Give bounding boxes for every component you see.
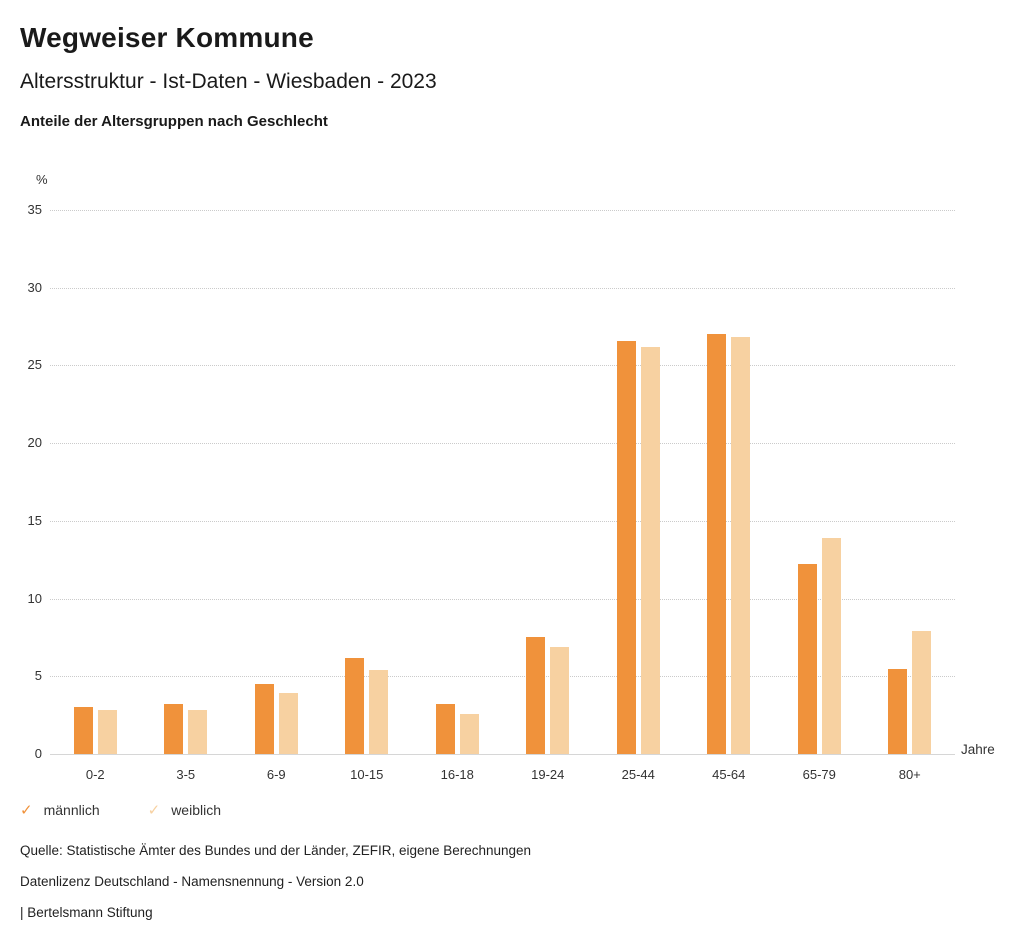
bar-weiblich-6-9[interactable] xyxy=(278,693,298,754)
bar-weiblich-0-2[interactable] xyxy=(97,710,117,754)
x-tick-45-64: 45-64 xyxy=(712,767,746,782)
bar-männlich-3-5[interactable] xyxy=(164,704,184,754)
footer: Quelle: Statistische Ämter des Bundes un… xyxy=(20,843,531,936)
y-tick-5: 5 xyxy=(34,668,42,684)
check-icon-maennlich: ✓ xyxy=(20,802,33,819)
bar-weiblich-45-64[interactable] xyxy=(731,337,751,754)
x-axis-labels: 0-2 3-5 6-9 10-15 16-18 19-24 25-44 45-64 65-79 8… xyxy=(50,767,955,782)
bar-group-25-44 xyxy=(593,340,684,754)
license-text: Datenlizenz Deutschland - Namensnennung … xyxy=(20,874,364,889)
x-tick-19-24: 19-24 xyxy=(531,767,565,782)
bar-weiblich-80+[interactable] xyxy=(912,631,932,754)
y-tick-25: 25 xyxy=(27,357,42,373)
bar-weiblich-25-44[interactable] xyxy=(640,346,660,754)
x-tick-0-2: 0-2 xyxy=(85,767,105,782)
gridline-15 xyxy=(50,520,955,522)
bar-group-10-15 xyxy=(322,657,413,754)
bar-group-45-64 xyxy=(684,334,775,754)
bar-group-80+ xyxy=(865,631,956,754)
gridline-0 xyxy=(50,754,955,755)
bar-weiblich-10-15[interactable] xyxy=(369,670,389,754)
bar-männlich-19-24[interactable] xyxy=(526,637,546,754)
x-tick-3-5: 3-5 xyxy=(176,767,196,782)
gridline-35 xyxy=(50,210,955,211)
bar-group-19-24 xyxy=(503,637,594,754)
bar-männlich-80+[interactable] xyxy=(888,668,908,754)
y-axis-unit-label: % xyxy=(36,172,48,187)
x-axis-unit-label: Jahre xyxy=(961,742,995,757)
bar-group-6-9 xyxy=(231,684,322,754)
x-tick-80+: 80+ xyxy=(898,767,921,782)
bar-männlich-45-64[interactable] xyxy=(707,334,727,754)
chart-title: Anteile der Altersgruppen nach Geschlech… xyxy=(20,113,328,130)
chart: % 0 5 10 15 20 25 30 35 0-2 3-5 6-9 10-15 16-18 19-2… xyxy=(28,172,995,782)
legend-item-weiblich[interactable]: ✓ weiblich xyxy=(148,801,221,819)
bar-group-0-2 xyxy=(50,707,141,754)
x-tick-25-44: 25-44 xyxy=(621,767,655,782)
bar-weiblich-3-5[interactable] xyxy=(188,710,208,754)
bar-group-16-18 xyxy=(412,704,503,754)
gridline-30 xyxy=(50,287,955,289)
x-tick-16-18: 16-18 xyxy=(440,767,474,782)
legend-label-weiblich: weiblich xyxy=(171,802,221,818)
x-tick-10-15: 10-15 xyxy=(350,767,384,782)
gridline-5 xyxy=(50,676,955,678)
bar-männlich-16-18[interactable] xyxy=(435,704,455,754)
bar-männlich-25-44[interactable] xyxy=(616,340,636,754)
bar-group-3-5 xyxy=(141,704,232,754)
bar-weiblich-19-24[interactable] xyxy=(550,646,570,754)
gridline-10 xyxy=(50,598,955,600)
plot-area: 0 5 10 15 20 25 30 35 xyxy=(28,202,955,761)
bar-männlich-0-2[interactable] xyxy=(73,707,93,754)
y-tick-30: 30 xyxy=(27,279,42,295)
gridline-20 xyxy=(50,443,955,445)
y-tick-0: 0 xyxy=(34,746,42,761)
legend: ✓ männlich ✓ weiblich xyxy=(20,801,221,819)
y-tick-15: 15 xyxy=(27,512,42,528)
page-subtitle: Altersstruktur - Ist-Daten - Wiesbaden -… xyxy=(20,70,437,93)
bar-männlich-65-79[interactable] xyxy=(797,564,817,754)
source-text: Quelle: Statistische Ämter des Bundes un… xyxy=(20,843,532,858)
x-tick-6-9: 6-9 xyxy=(266,767,286,782)
y-tick-35: 35 xyxy=(27,202,42,217)
legend-item-maennlich[interactable]: ✓ männlich xyxy=(20,801,100,819)
bar-männlich-6-9[interactable] xyxy=(254,684,274,754)
bar-group-65-79 xyxy=(774,537,865,754)
bar-weiblich-16-18[interactable] xyxy=(459,713,479,754)
check-icon-weiblich: ✓ xyxy=(147,802,161,819)
legend-label-maennlich: männlich xyxy=(43,802,100,818)
bar-weiblich-65-79[interactable] xyxy=(821,537,841,754)
gridline-25 xyxy=(50,365,955,367)
bar-groups xyxy=(50,210,955,754)
y-tick-20: 20 xyxy=(27,435,42,451)
y-tick-10: 10 xyxy=(27,590,42,606)
page-title: Wegweiser Kommune xyxy=(20,22,314,53)
bar-männlich-10-15[interactable] xyxy=(345,657,365,754)
attribution-text: | Bertelsmann Stiftung xyxy=(20,905,153,920)
x-tick-65-79: 65-79 xyxy=(802,767,836,782)
